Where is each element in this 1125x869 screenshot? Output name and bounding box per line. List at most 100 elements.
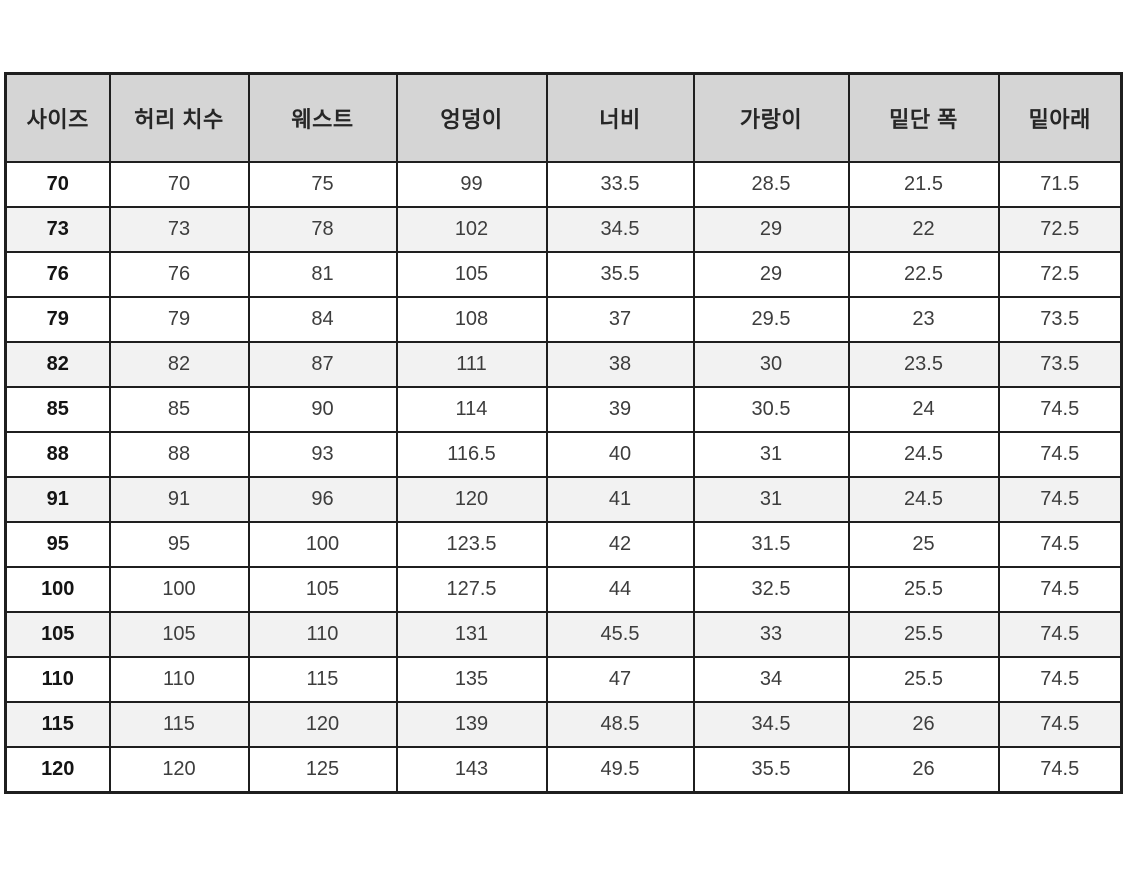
value-cell: 32.5 [692,566,850,613]
value-cell: 108 [395,296,548,343]
value-cell: 21.5 [847,161,1000,208]
value-cell: 127.5 [395,566,548,613]
value-cell: 45.5 [545,611,695,658]
value-cell: 74.5 [997,521,1123,568]
value-cell: 115 [108,701,250,748]
value-cell: 110 [108,656,250,703]
size-cell: 110 [4,656,111,703]
value-cell: 71.5 [997,161,1123,208]
value-cell: 114 [395,386,548,433]
value-cell: 102 [395,206,548,253]
size-cell: 95 [4,521,111,568]
value-cell: 87 [247,341,398,388]
size-cell: 88 [4,431,111,478]
value-cell: 139 [395,701,548,748]
value-cell: 73.5 [997,296,1123,343]
value-cell: 120 [108,746,250,794]
value-cell: 44 [545,566,695,613]
size-cell: 105 [4,611,111,658]
value-cell: 31 [692,431,850,478]
size-chart-body: 70 70 75 99 33.5 28.5 21.5 71.5 73 73 78 102 34.5 29 2… [4,161,1123,794]
value-cell: 22 [847,206,1000,253]
value-cell: 72.5 [997,251,1123,298]
header-cell-1: 허리 치수 [108,72,250,163]
value-cell: 24 [847,386,1000,433]
value-cell: 30 [692,341,850,388]
value-cell: 24.5 [847,431,1000,478]
value-cell: 38 [545,341,695,388]
value-cell: 25 [847,521,1000,568]
value-cell: 29 [692,206,850,253]
value-cell: 111 [395,341,548,388]
value-cell: 26 [847,701,1000,748]
value-cell: 81 [247,251,398,298]
value-cell: 34 [692,656,850,703]
header-cell-3: 엉덩이 [395,72,548,163]
value-cell: 29 [692,251,850,298]
size-cell: 120 [4,746,111,794]
table-row: 82 82 87 111 38 30 23.5 73.5 [4,341,1123,388]
value-cell: 23 [847,296,1000,343]
value-cell: 82 [108,341,250,388]
value-cell: 25.5 [847,566,1000,613]
value-cell: 37 [545,296,695,343]
size-chart-header: 사이즈 허리 치수 웨스트 엉덩이 너비 가랑이 밑단 폭 밑아래 [4,72,1123,163]
value-cell: 74.5 [997,386,1123,433]
value-cell: 42 [545,521,695,568]
value-cell: 34.5 [692,701,850,748]
table-row: 115 115 120 139 48.5 34.5 26 74.5 [4,701,1123,748]
size-cell: 100 [4,566,111,613]
size-chart-table: 사이즈 허리 치수 웨스트 엉덩이 너비 가랑이 밑단 폭 밑아래 70 70 75 99 33.5 2… [4,72,1123,794]
value-cell: 48.5 [545,701,695,748]
value-cell: 123.5 [395,521,548,568]
value-cell: 116.5 [395,431,548,478]
value-cell: 110 [247,611,398,658]
size-cell: 76 [4,251,111,298]
table-row: 76 76 81 105 35.5 29 22.5 72.5 [4,251,1123,298]
value-cell: 47 [545,656,695,703]
table-row: 100 100 105 127.5 44 32.5 25.5 74.5 [4,566,1123,613]
value-cell: 95 [108,521,250,568]
table-row: 91 91 96 120 41 31 24.5 74.5 [4,476,1123,523]
value-cell: 39 [545,386,695,433]
value-cell: 74.5 [997,701,1123,748]
value-cell: 74.5 [997,656,1123,703]
size-cell: 79 [4,296,111,343]
value-cell: 120 [247,701,398,748]
table-row: 88 88 93 116.5 40 31 24.5 74.5 [4,431,1123,478]
value-cell: 26 [847,746,1000,794]
value-cell: 24.5 [847,476,1000,523]
value-cell: 74.5 [997,476,1123,523]
header-row: 사이즈 허리 치수 웨스트 엉덩이 너비 가랑이 밑단 폭 밑아래 [4,72,1123,163]
value-cell: 105 [108,611,250,658]
value-cell: 91 [108,476,250,523]
value-cell: 75 [247,161,398,208]
value-cell: 73.5 [997,341,1123,388]
size-cell: 91 [4,476,111,523]
value-cell: 74.5 [997,566,1123,613]
size-cell: 70 [4,161,111,208]
value-cell: 23.5 [847,341,1000,388]
value-cell: 74.5 [997,431,1123,478]
value-cell: 125 [247,746,398,794]
value-cell: 99 [395,161,548,208]
table-row: 120 120 125 143 49.5 35.5 26 74.5 [4,746,1123,794]
table-row: 85 85 90 114 39 30.5 24 74.5 [4,386,1123,433]
value-cell: 105 [247,566,398,613]
table-row: 70 70 75 99 33.5 28.5 21.5 71.5 [4,161,1123,208]
header-cell-4: 너비 [545,72,695,163]
value-cell: 143 [395,746,548,794]
value-cell: 35.5 [692,746,850,794]
value-cell: 31 [692,476,850,523]
value-cell: 131 [395,611,548,658]
size-cell: 82 [4,341,111,388]
value-cell: 135 [395,656,548,703]
value-cell: 30.5 [692,386,850,433]
header-cell-2: 웨스트 [247,72,398,163]
value-cell: 120 [395,476,548,523]
value-cell: 25.5 [847,611,1000,658]
value-cell: 74.5 [997,746,1123,794]
value-cell: 105 [395,251,548,298]
value-cell: 29.5 [692,296,850,343]
